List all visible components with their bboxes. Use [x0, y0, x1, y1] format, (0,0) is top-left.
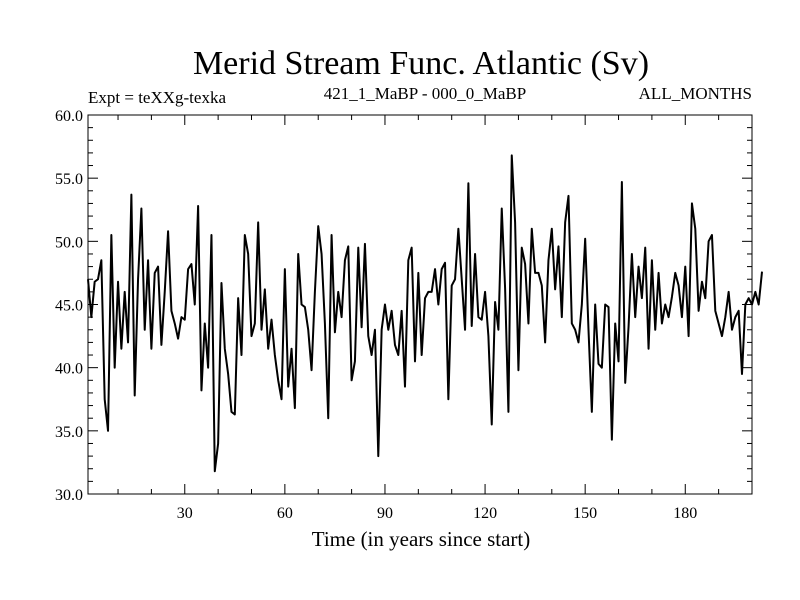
x-axis: 30 60 90 120 150 180 — [117, 115, 720, 522]
x-tick-label: 30 — [177, 505, 193, 522]
x-tick-label: 120 — [473, 505, 497, 522]
period-label: 421_1_MaBP - 000_0_MaBP — [324, 84, 526, 103]
x-tick-label: 90 — [377, 505, 393, 522]
x-axis-label: Time (in years since start) — [312, 527, 531, 551]
y-tick-label: 50.0 — [55, 234, 83, 251]
y-tick-label: 60.0 — [55, 108, 83, 125]
x-tick-label: 180 — [673, 505, 697, 522]
series-group — [87, 154, 764, 473]
x-tick-label: 60 — [277, 505, 293, 522]
y-tick-label: 55.0 — [55, 171, 83, 188]
series-line-atlantic-msf — [87, 154, 764, 473]
y-tick-label: 45.0 — [55, 298, 83, 315]
y-tick-label: 35.0 — [55, 424, 83, 441]
experiment-label: Expt = teXXg-texka — [88, 88, 226, 107]
x-tick-label: 150 — [573, 505, 597, 522]
chart-title: Merid Stream Func. Atlantic (Sv) — [193, 45, 649, 82]
y-tick-label: 30.0 — [55, 487, 83, 504]
y-tick-label: 40.0 — [55, 361, 83, 378]
months-label: ALL_MONTHS — [639, 84, 752, 103]
